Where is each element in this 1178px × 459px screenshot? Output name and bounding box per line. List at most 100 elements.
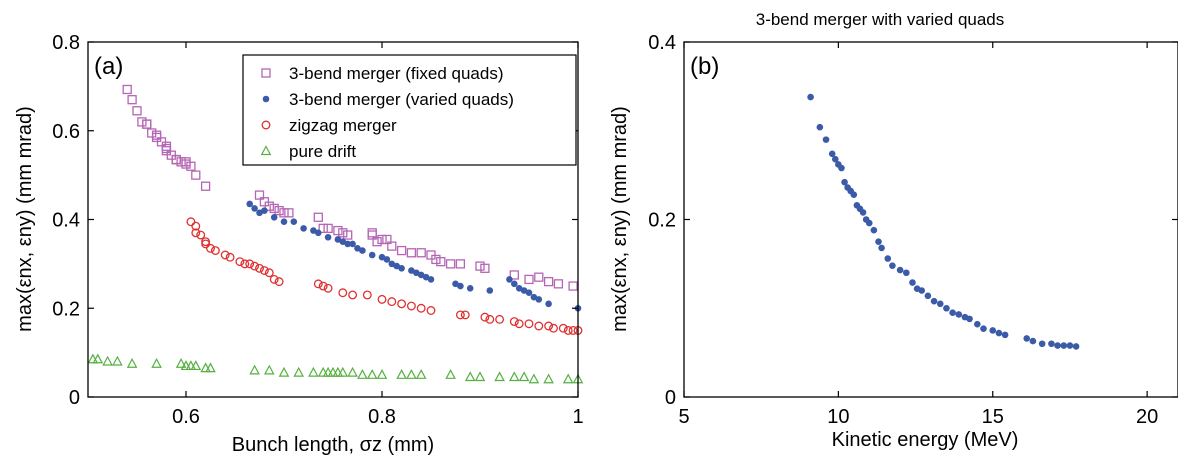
data-point <box>200 181 211 191</box>
data-point <box>896 266 904 274</box>
data-point <box>290 218 298 226</box>
panel-b-marks <box>807 93 1080 350</box>
data-point <box>509 317 519 327</box>
data-point <box>151 357 162 368</box>
data-point <box>278 366 290 377</box>
data-point <box>544 321 554 331</box>
data-point <box>524 274 534 285</box>
data-point <box>859 209 867 216</box>
data-point <box>246 200 253 208</box>
data-point <box>263 364 275 375</box>
y-tick-label: 0.4 <box>648 32 676 54</box>
data-point <box>528 373 540 384</box>
data-point <box>549 323 558 333</box>
data-point <box>357 369 368 379</box>
data-point <box>249 364 260 375</box>
data-point <box>918 287 926 294</box>
panel-a-x-axis-title: Bunch length, σz (mm) <box>232 434 434 456</box>
data-point <box>196 230 206 240</box>
data-point <box>495 314 505 324</box>
data-point <box>201 239 211 249</box>
data-point <box>995 329 1003 337</box>
data-point <box>831 155 839 163</box>
data-point <box>300 225 307 232</box>
data-point <box>338 288 348 298</box>
data-point <box>362 290 372 300</box>
data-point <box>293 366 305 377</box>
y-tick-label: 0.2 <box>52 298 80 320</box>
data-point <box>274 277 284 287</box>
data-point <box>828 150 836 158</box>
data-point <box>563 325 573 335</box>
data-point <box>254 190 265 200</box>
x-tick-label: 1 <box>572 406 583 428</box>
x-tick-label: 0.8 <box>368 406 396 428</box>
x-tick-label: 20 <box>1136 406 1158 428</box>
data-point <box>870 226 878 234</box>
data-point <box>949 309 956 316</box>
data-point <box>176 157 186 167</box>
data-point <box>313 279 323 289</box>
legend-marker <box>262 95 270 103</box>
data-point <box>464 371 476 382</box>
data-point <box>280 218 288 226</box>
data-point <box>508 371 520 382</box>
data-point <box>534 321 544 331</box>
data-point <box>382 234 392 245</box>
data-point <box>1023 335 1031 342</box>
data-point <box>313 212 323 222</box>
data-point <box>190 360 202 371</box>
data-point <box>284 208 294 218</box>
data-point <box>511 280 518 288</box>
data-point <box>191 170 201 180</box>
data-point <box>903 269 910 277</box>
panel-b-plot-frame <box>683 41 1178 398</box>
data-point <box>338 228 348 238</box>
legend-markers <box>260 68 272 156</box>
data-point <box>142 119 152 129</box>
data-point <box>397 299 407 309</box>
panel-b-chart-title: 3-bend merger with varied quads <box>756 10 1005 29</box>
data-point <box>850 191 858 198</box>
data-point <box>127 95 137 105</box>
data-point <box>348 290 358 300</box>
data-point <box>930 297 938 305</box>
y-tick-label: 0.8 <box>52 32 80 54</box>
data-point <box>269 203 279 214</box>
data-point <box>1066 342 1074 349</box>
data-point <box>347 366 358 377</box>
data-point <box>1072 343 1080 350</box>
data-point <box>396 369 407 379</box>
data-point <box>416 303 426 313</box>
data-point <box>460 310 470 320</box>
data-point <box>543 373 554 384</box>
data-point <box>323 283 333 293</box>
data-point <box>206 243 215 253</box>
x-tick-label: 0.6 <box>172 406 200 428</box>
data-point <box>416 248 426 258</box>
y-tick-label: 0.2 <box>648 210 676 232</box>
legend-label-zigzag-merger: zigzag merger <box>289 116 397 135</box>
x-tick-label: 10 <box>827 406 849 428</box>
data-point <box>966 315 973 323</box>
legend-marker <box>261 68 271 78</box>
data-point <box>884 255 892 262</box>
y-tick-label: 0.4 <box>52 210 80 232</box>
data-point <box>377 294 387 304</box>
data-point <box>415 369 427 379</box>
data-point <box>1060 342 1068 349</box>
data-point <box>274 205 284 216</box>
data-point <box>383 256 391 263</box>
data-point <box>974 320 981 328</box>
data-point <box>485 314 495 324</box>
data-point <box>406 369 417 379</box>
y-tick-label: 0 <box>665 387 676 409</box>
data-point <box>240 259 250 269</box>
data-point <box>1048 340 1055 348</box>
data-point <box>191 221 201 231</box>
data-point <box>251 205 258 212</box>
data-point <box>225 252 235 262</box>
data-point <box>543 276 554 287</box>
data-point <box>366 369 378 379</box>
data-point <box>445 369 456 379</box>
